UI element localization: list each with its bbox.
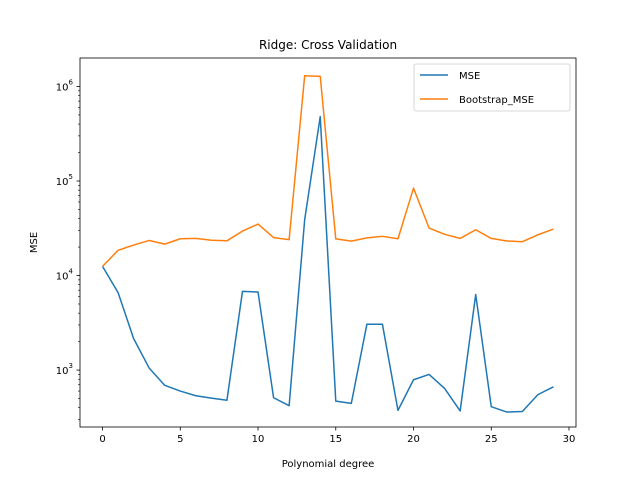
y-tick-label: 106	[56, 78, 74, 93]
chart-title: Ridge: Cross Validation	[259, 38, 397, 52]
series-line-mse	[101, 115, 554, 413]
x-tick-label: 10	[252, 434, 265, 445]
x-axis-label: Polynomial degree	[282, 459, 375, 470]
x-tick-label: 15	[329, 434, 342, 445]
x-tick-label: 20	[407, 434, 420, 445]
y-tick-label: 105	[56, 173, 73, 188]
x-tick-label: 5	[177, 434, 183, 445]
y-axis-label: MSE	[29, 232, 40, 253]
series-line-bootstrap-mse	[102, 74, 554, 267]
legend-box	[413, 63, 571, 112]
x-tick-label: 25	[485, 434, 498, 445]
x-tick-label: 0	[99, 434, 105, 445]
y-axis: 103 104 105 106	[56, 78, 80, 420]
plot-frame	[79, 57, 577, 428]
y-tick-label: 103	[56, 362, 73, 377]
y-tick-label: 104	[56, 268, 74, 283]
legend-label-mse: MSE	[459, 71, 480, 82]
legend-label-bootstrap-mse: Bootstrap_MSE	[459, 95, 534, 106]
x-axis: 0 5 10 15 20 25 30	[99, 427, 575, 445]
x-tick-label: 30	[563, 434, 576, 445]
legend: MSE Bootstrap_MSE	[413, 63, 571, 112]
